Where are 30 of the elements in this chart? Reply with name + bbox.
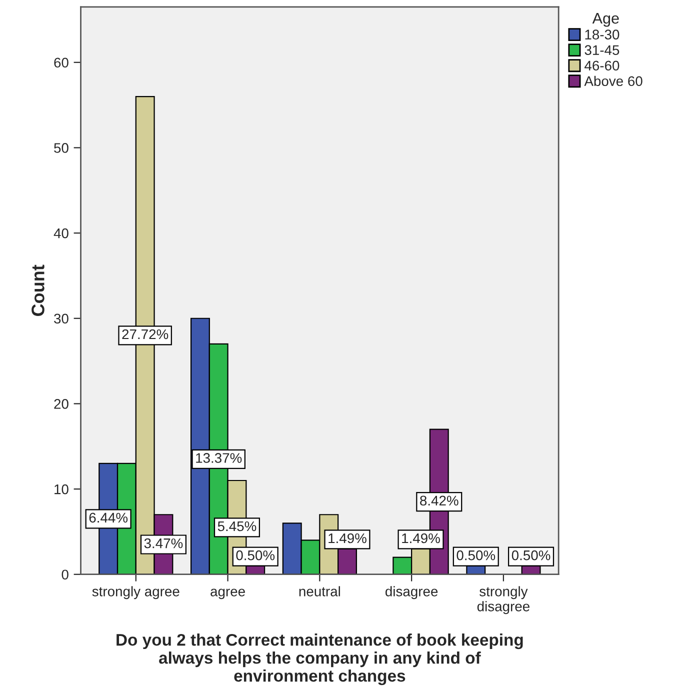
y-tick-label: 0 bbox=[62, 570, 68, 580]
x-axis-title: Do you 2 that Correct maintenance of book keeping always helps the company in any kind of environment changes bbox=[116, 634, 523, 686]
x-tick-label: agree bbox=[210, 588, 245, 600]
y-tick-label: 30 bbox=[54, 314, 68, 324]
y-tick-label: 60 bbox=[54, 58, 68, 68]
annotation: 13.37% bbox=[196, 453, 242, 463]
y-tick-label: 10 bbox=[54, 484, 68, 494]
legend-label: 31-45 bbox=[584, 45, 620, 56]
annotation: 0.50% bbox=[456, 550, 496, 560]
annotation: 0.50% bbox=[512, 550, 550, 560]
legend-label: 18-30 bbox=[585, 30, 620, 40]
y-axis-title: Count bbox=[32, 264, 44, 316]
x-tick-label: strongly disagree bbox=[477, 586, 530, 614]
annotation: 0.50% bbox=[236, 550, 275, 560]
y-tick-label: 50 bbox=[54, 143, 68, 153]
annotation: 8.42% bbox=[420, 496, 458, 506]
x-tick-label: disagree bbox=[386, 586, 438, 600]
annotation: 5.45% bbox=[218, 521, 256, 532]
annotation: 6.44% bbox=[89, 512, 128, 523]
legend-title: Age bbox=[592, 13, 619, 27]
annotation: 1.49% bbox=[402, 533, 440, 544]
y-tick-label: 40 bbox=[54, 228, 68, 238]
x-tick-label: strongly agree bbox=[92, 586, 180, 600]
legend-label: 46-60 bbox=[584, 60, 620, 71]
annotation: 3.47% bbox=[144, 538, 183, 548]
x-tick-label: neutral bbox=[299, 586, 340, 596]
y-tick-label: 20 bbox=[54, 399, 68, 409]
legend-label: Above 60 bbox=[584, 76, 642, 86]
annotation: 27.72% bbox=[122, 329, 168, 340]
annotation: 1.49% bbox=[328, 533, 366, 544]
